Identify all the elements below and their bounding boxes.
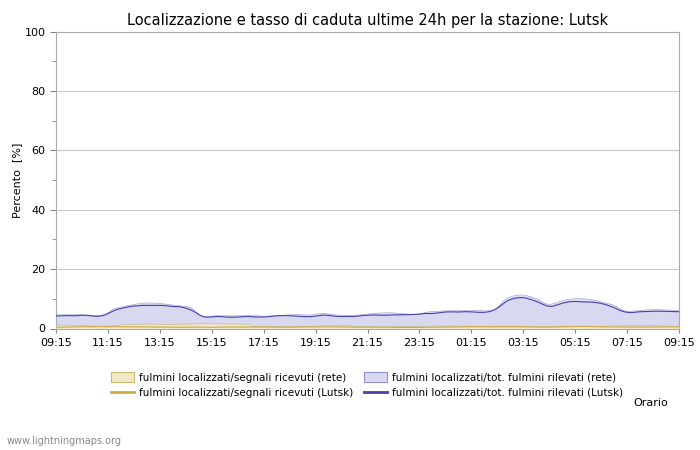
Legend: fulmini localizzati/segnali ricevuti (rete), fulmini localizzati/segnali ricevut: fulmini localizzati/segnali ricevuti (re… — [111, 372, 623, 398]
Text: www.lightningmaps.org: www.lightningmaps.org — [7, 436, 122, 446]
Title: Localizzazione e tasso di caduta ultime 24h per la stazione: Lutsk: Localizzazione e tasso di caduta ultime … — [127, 13, 608, 27]
Text: Orario: Orario — [634, 398, 668, 408]
Y-axis label: Percento  [%]: Percento [%] — [12, 142, 22, 218]
